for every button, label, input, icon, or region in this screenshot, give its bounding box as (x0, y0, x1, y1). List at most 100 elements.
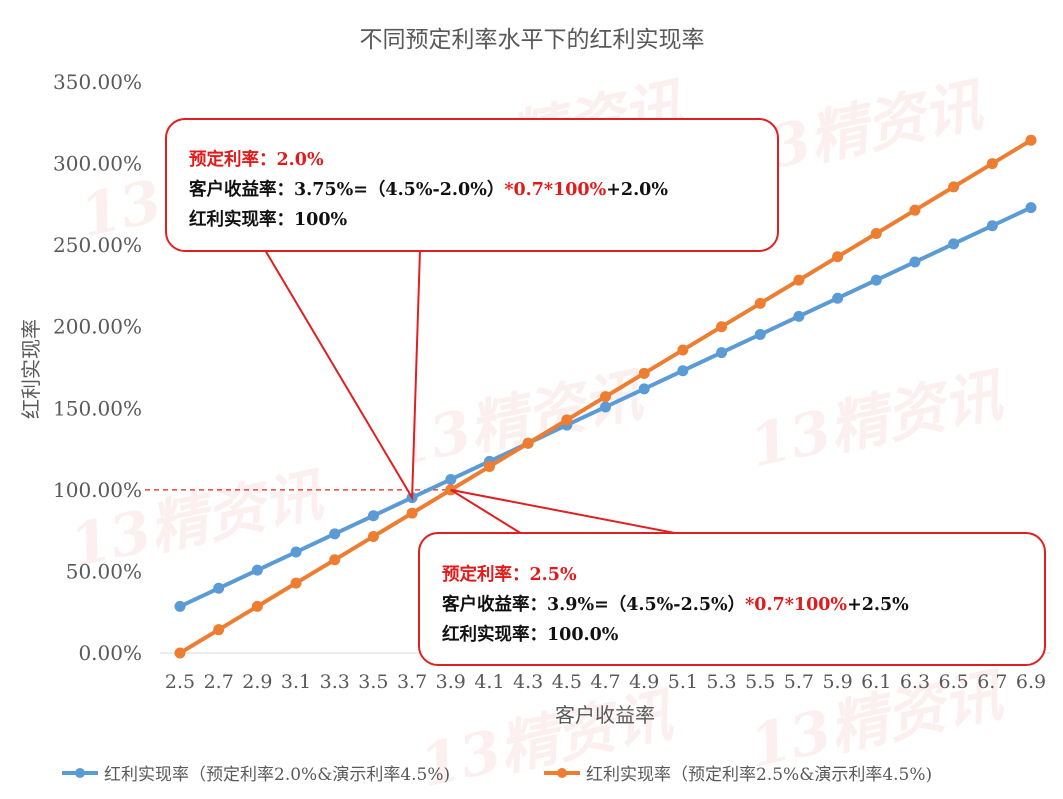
data-point-series-1 (638, 383, 650, 395)
legend-marker-series-2 (557, 768, 567, 778)
data-point-series-1 (251, 564, 263, 576)
legend-label-series-1: 红利实现率（预定利率2.0%&演示利率4.5%) (104, 765, 450, 785)
data-point-series-2 (329, 554, 341, 566)
annotation-1-line-2: 客户收益率：3.75%=（4.5%-2.0%）*0.7*100%+2.0% (189, 176, 668, 201)
data-point-series-2 (754, 297, 766, 309)
legend-item-series-2: 红利实现率（预定利率2.5%&演示利率4.5%) (544, 765, 932, 785)
x-tick-label: 5.5 (745, 671, 775, 693)
x-tick-label: 4.9 (629, 671, 659, 693)
annotation-box-rate-2-5: 预定利率：2.5% 客户收益率：3.9%=（4.5%-2.5%）*0.7*100… (418, 532, 1046, 666)
data-point-series-2 (561, 414, 573, 426)
data-point-series-1 (329, 528, 341, 540)
data-point-series-1 (1025, 202, 1037, 214)
data-point-series-2 (909, 204, 921, 216)
data-point-series-1 (445, 473, 457, 485)
y-tick-labels: 0.00% 50.00% 100.00% 150.00% 200.00% 250.00% 3… (53, 70, 142, 665)
y-tick-label: 50.00% (66, 559, 142, 583)
legend: 红利实现率（预定利率2.0%&演示利率4.5%) 红利实现率（预定利率2.5%&… (62, 765, 932, 785)
data-point-series-2 (406, 507, 418, 519)
annotation-2-line-2: 客户收益率：3.9%=（4.5%-2.5%）*0.7*100%+2.5% (442, 591, 909, 616)
x-tick-label: 6.5 (939, 671, 969, 693)
data-point-series-1 (716, 347, 728, 359)
watermark-text: 13精资讯 (384, 360, 651, 480)
data-point-series-1 (870, 274, 882, 286)
data-point-series-2 (174, 647, 186, 659)
x-tick-label: 4.1 (474, 671, 504, 693)
annotation-2-line-1: 预定利率：2.5% (442, 565, 577, 585)
y-tick-label: 100.00% (53, 478, 142, 502)
data-point-series-2 (367, 530, 379, 542)
annotation-2-factor: *0.7*100% (745, 595, 848, 615)
data-point-series-1 (213, 582, 225, 594)
y-tick-label: 300.00% (53, 152, 142, 176)
data-point-series-2 (677, 344, 689, 356)
x-tick-label: 4.7 (590, 671, 620, 693)
series-layer (174, 134, 1037, 659)
data-point-series-2 (948, 181, 960, 193)
data-point-series-1 (677, 365, 689, 377)
callout-pointer-1 (263, 249, 422, 502)
data-point-series-2 (986, 158, 998, 170)
data-point-series-1 (174, 600, 186, 612)
annotation-1-factor: *0.7*100% (504, 180, 607, 200)
data-point-series-1 (367, 510, 379, 522)
annotation-box-rate-2-0: 预定利率：2.0% 客户收益率：3.75%=（4.5%-2.0%）*0.7*10… (165, 118, 779, 252)
x-tick-label: 4.3 (513, 671, 543, 693)
x-tick-label: 2.7 (204, 671, 234, 693)
data-point-series-2 (600, 391, 611, 403)
x-tick-label: 4.5 (552, 671, 582, 693)
annotation-2-line-3: 红利实现率：100.0% (442, 625, 619, 645)
data-point-series-1 (948, 238, 960, 250)
data-point-series-2 (638, 367, 650, 379)
data-point-series-1 (600, 401, 611, 413)
data-point-series-1 (832, 292, 844, 304)
x-tick-labels: 2.5 2.7 2.9 3.1 3.3 3.5 3.7 3.9 4.1 4.3 4.5 4.7 4.9 5… (165, 671, 1046, 693)
x-axis-label: 客户收益率 (555, 703, 655, 727)
data-point-series-2 (716, 321, 728, 333)
x-tick-label: 3.9 (436, 671, 466, 693)
watermark-text: 13精资讯 (744, 360, 1011, 480)
x-tick-label: 3.3 (320, 671, 350, 693)
y-tick-label: 350.00% (53, 70, 142, 94)
x-tick-label: 5.9 (822, 671, 852, 693)
data-point-series-1 (793, 310, 805, 322)
annotation-2-addend: +2.5% (847, 595, 909, 615)
y-tick-label: 250.00% (53, 233, 142, 257)
annotation-1-line-3: 红利实现率：100% (189, 210, 348, 230)
data-point-series-1 (909, 256, 921, 268)
annotation-2-formula: 客户收益率：3.9%=（4.5%-2.5%） (442, 595, 746, 615)
x-tick-label: 6.1 (861, 671, 891, 693)
x-tick-label: 5.1 (668, 671, 698, 693)
x-tick-label: 3.1 (281, 671, 311, 693)
x-tick-label: 6.3 (900, 671, 930, 693)
chart-title: 不同预定利率水平下的红利实现率 (360, 27, 705, 53)
x-tick-label: 6.9 (1016, 671, 1046, 693)
data-point-series-2 (870, 227, 882, 239)
x-tick-label: 5.7 (784, 671, 814, 693)
data-point-series-2 (793, 274, 805, 286)
data-point-series-1 (290, 546, 302, 558)
data-point-series-2 (522, 437, 534, 449)
data-point-series-2 (213, 624, 225, 636)
x-tick-label: 2.9 (242, 671, 272, 693)
data-point-series-2 (832, 251, 844, 263)
annotation-1-addend: +2.0% (606, 180, 668, 200)
x-tick-label: 2.5 (165, 671, 195, 693)
y-tick-label: 0.00% (78, 641, 142, 665)
x-tick-label: 3.7 (397, 671, 427, 693)
data-point-series-2 (483, 461, 495, 473)
x-tick-label: 3.5 (358, 671, 388, 693)
callout-pointer-2 (450, 488, 681, 535)
data-point-series-1 (754, 328, 766, 340)
x-tick-label: 6.7 (977, 671, 1007, 693)
legend-marker-series-1 (75, 768, 85, 778)
x-tick-label: 5.3 (706, 671, 736, 693)
y-tick-label: 150.00% (53, 396, 142, 420)
data-point-series-1 (986, 220, 998, 232)
data-point-series-2 (290, 577, 302, 589)
legend-item-series-1: 红利实现率（预定利率2.0%&演示利率4.5%) (62, 765, 450, 785)
y-axis-label: 红利实现率 (19, 319, 43, 419)
y-tick-label: 200.00% (53, 315, 142, 339)
legend-label-series-2: 红利实现率（预定利率2.5%&演示利率4.5%) (586, 765, 932, 785)
